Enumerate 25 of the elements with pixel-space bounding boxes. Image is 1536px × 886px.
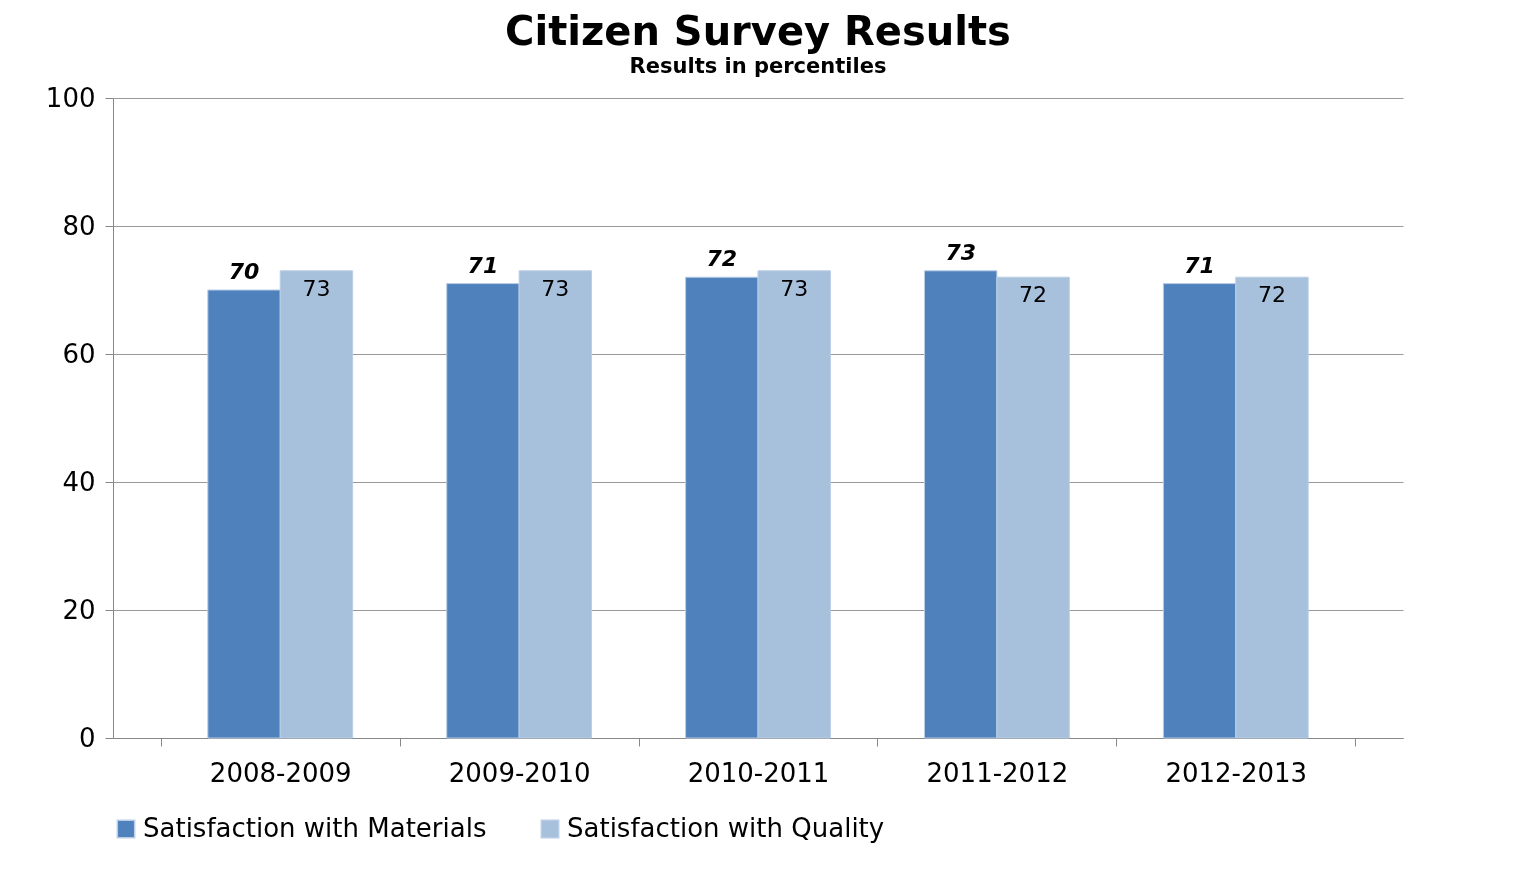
chart-title: Citizen Survey Results [505, 8, 1011, 54]
y-tick-label: 0 [78, 722, 96, 753]
data-label: 73 [945, 239, 977, 265]
data-label: 70 [228, 259, 260, 284]
x-tick-label: 2012-2013 [1165, 757, 1308, 788]
data-label: 71 [1184, 252, 1215, 278]
y-tick-label: 20 [62, 594, 96, 625]
legend-label: Satisfaction with Materials [143, 813, 487, 843]
chart-subtitle: Results in percentiles [629, 54, 887, 78]
legend-label: Satisfaction with Quality [567, 813, 885, 843]
y-tick-label: 40 [62, 466, 96, 497]
data-label: 72 [1257, 282, 1286, 308]
x-tick-label: 2008-2009 [209, 757, 352, 788]
data-label: 73 [302, 275, 331, 301]
y-tick-label: 100 [45, 82, 96, 113]
x-tick-label: 2010-2011 [687, 757, 830, 788]
y-tick-label: 80 [62, 210, 96, 241]
data-label: 73 [780, 275, 809, 301]
data-label: 73 [541, 275, 570, 301]
x-tick-label: 2011-2012 [926, 757, 1069, 788]
data-label: 71 [467, 252, 499, 278]
x-tick-label: 2009-2010 [448, 757, 591, 788]
data-label: 72 [706, 246, 738, 272]
data-label: 72 [1019, 282, 1048, 308]
y-tick-label: 60 [62, 338, 96, 369]
